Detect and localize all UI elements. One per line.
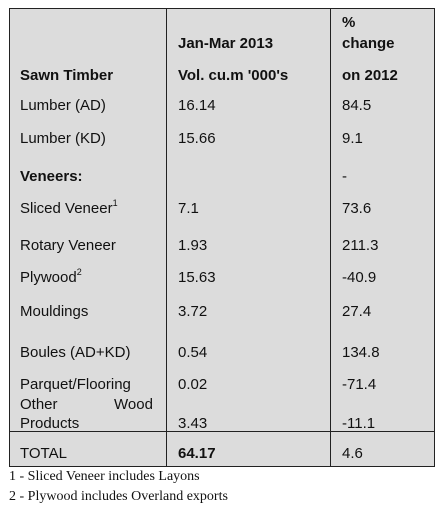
header-period: Jan-Mar 2013 (178, 35, 274, 52)
row-change: 27.4 (342, 303, 372, 320)
header-change: change (342, 35, 395, 52)
row-change: 9.1 (342, 130, 363, 147)
row-volume: 3.43 (178, 415, 208, 432)
total-row-divider (10, 431, 434, 432)
header-volume-unit: Vol. cu.m '000's (178, 67, 289, 84)
row-change: - (342, 168, 347, 185)
row-volume: 15.66 (178, 130, 216, 147)
row-label: Rotary Veneer (20, 237, 116, 254)
column-divider (330, 9, 331, 466)
row-change: 84.5 (342, 97, 372, 114)
footnote-marker: 1 (112, 198, 118, 208)
row-volume: 7.1 (178, 200, 199, 217)
total-label: TOTAL (20, 445, 67, 462)
row-volume: 16.14 (178, 97, 216, 114)
section-label-veneers: Veneers: (20, 168, 83, 185)
row-change: -11.1 (342, 415, 376, 432)
row-label: Lumber (AD) (20, 97, 106, 114)
row-label: Boules (AD+KD) (20, 344, 131, 361)
total-volume: 64.17 (178, 445, 216, 462)
footnote-2: 2 - Plywood includes Overland exports (9, 489, 228, 504)
timber-exports-table: Jan-Mar 2013 % change Sawn Timber Vol. c… (9, 8, 435, 467)
header-on-2012: on 2012 (342, 67, 398, 84)
footnote-1: 1 - Sliced Veneer includes Layons (9, 469, 200, 484)
row-volume: 3.72 (178, 303, 208, 320)
footnote-marker: 2 (76, 267, 82, 277)
header-percent: % (342, 14, 356, 31)
row-label-with-footnote: Plywood2 (20, 267, 82, 286)
row-change: -71.4 (342, 376, 377, 393)
column-divider (166, 9, 167, 466)
row-label-other: Other (20, 396, 58, 413)
row-change: 134.8 (342, 344, 380, 361)
row-label-with-footnote: Sliced Veneer1 (20, 198, 118, 217)
row-change: 73.6 (342, 200, 372, 217)
row-volume: 15.63 (178, 269, 216, 286)
row-label-products: Products (20, 415, 80, 432)
row-label: Sliced Veneer (20, 200, 113, 217)
row-volume: 0.54 (178, 344, 208, 361)
row-label: Mouldings (20, 303, 89, 320)
total-change: 4.6 (342, 445, 363, 462)
row-label-wood: Wood (114, 396, 153, 413)
row-volume: 0.02 (178, 376, 208, 393)
row-change: -40.9 (342, 269, 377, 286)
row-volume: 1.93 (178, 237, 208, 254)
header-sawn-timber: Sawn Timber (20, 67, 114, 84)
row-label: Lumber (KD) (20, 130, 106, 147)
row-change: 211.3 (342, 237, 379, 254)
row-label: Parquet/Flooring (20, 376, 131, 393)
row-label: Plywood (20, 269, 77, 286)
